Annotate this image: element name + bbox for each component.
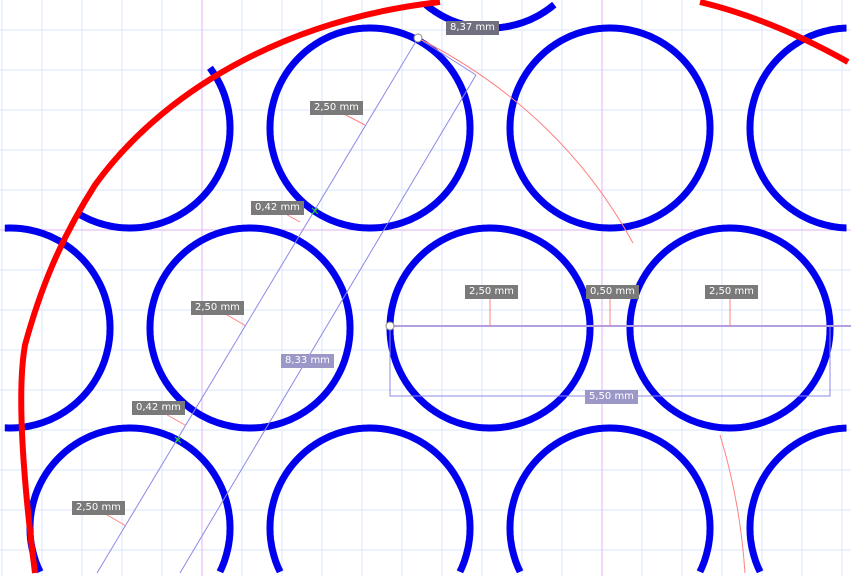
dimension-label[interactable]: 2,50 mm — [72, 501, 125, 515]
dimension-label[interactable]: 0,50 mm — [586, 285, 639, 299]
hole-circle[interactable] — [266, 424, 474, 574]
dimension-label[interactable]: 0,42 mm — [251, 201, 304, 215]
dimension-label[interactable]: 2,50 mm — [465, 285, 518, 299]
construction-lines — [96, 37, 851, 574]
hole-circle[interactable] — [266, 24, 474, 232]
grip-point[interactable] — [413, 33, 423, 43]
dimension-label[interactable]: 5,50 mm — [585, 390, 638, 404]
dimension-label[interactable]: 0,42 mm — [132, 401, 185, 415]
dimension-label[interactable]: 8,33 mm — [281, 354, 334, 368]
hole-circle[interactable] — [746, 24, 847, 232]
hole-circle[interactable] — [4, 224, 114, 432]
hole-circle[interactable] — [78, 65, 234, 232]
hole-circle[interactable] — [386, 224, 594, 432]
dimension-label[interactable]: 8,37 mm — [446, 21, 499, 35]
hole-circle[interactable] — [506, 424, 714, 574]
dimension-label[interactable]: 2,50 mm — [191, 301, 244, 315]
dimension-label[interactable]: 2,50 mm — [310, 101, 363, 115]
hole-circle[interactable] — [746, 424, 847, 574]
dimension-label[interactable]: 2,50 mm — [705, 285, 758, 299]
grip-point[interactable] — [385, 321, 395, 331]
hole-circle[interactable] — [146, 224, 354, 432]
snap-markers — [174, 207, 319, 444]
hole-circle[interactable] — [506, 24, 714, 232]
hole-circle[interactable] — [626, 224, 834, 432]
outline-contour[interactable] — [18, 0, 850, 574]
